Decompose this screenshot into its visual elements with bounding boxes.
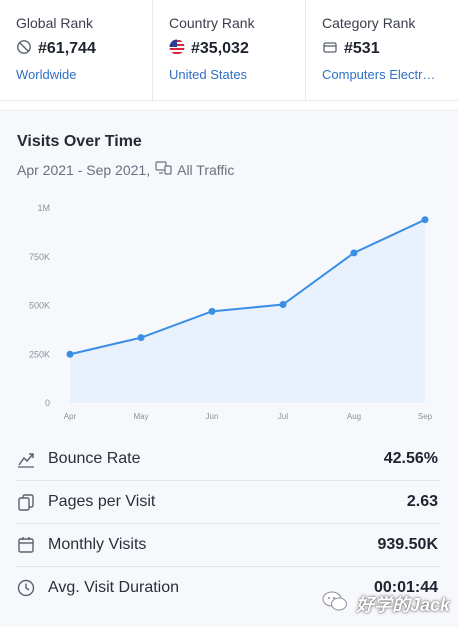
data-point[interactable] [279,301,287,309]
x-tick-label: Aug [347,412,361,421]
metric-pages-per-visit: Pages per Visit 2.63 [16,480,441,524]
country-rank-value-row: #35,032 [169,39,305,59]
x-tick-label: Jul [278,412,288,421]
metric-label: Pages per Visit [48,492,156,510]
y-tick-label: 1M [37,203,50,213]
country-rank-link[interactable]: United States [169,67,248,82]
metric-value: 2.63 [406,492,438,510]
visits-chart: 1M 750K 500K 250K 0 Apr May Jun Jul Aug Sep [29,203,433,421]
pages-icon [16,492,36,512]
watermark-text: 好学的Jack [355,594,450,615]
visits-panel: Visits Over Time Apr 2021 - Sep 2021, Al… [0,110,458,627]
clock-icon [16,578,36,598]
country-rank-card: Country Rank #35,032 United States [153,0,306,100]
rank-summary: Global Rank #61,744 Worldwide Country Ra… [0,0,458,101]
visits-points [66,216,429,358]
category-rank-card: Category Rank #531 Computers Electr… [306,0,458,100]
global-rank-value-row: #61,744 [16,39,152,59]
x-tick-label: Apr [64,412,77,421]
category-rank-link[interactable]: Computers Electr… [322,67,436,82]
us-flag-icon [169,39,185,60]
metric-value: 42.56% [383,449,438,467]
global-rank-link[interactable]: Worldwide [16,67,77,82]
category-icon [322,39,338,60]
global-rank-title: Global Rank [16,15,94,31]
x-tick-label: Sep [418,412,433,421]
metric-label: Monthly Visits [48,535,147,553]
chart-title: Visits Over Time [17,133,142,150]
y-tick-label: 250K [29,349,50,359]
date-range: Apr 2021 - Sep 2021, [17,161,151,178]
data-point[interactable] [350,249,358,257]
bounce-icon [16,449,36,469]
country-rank-title: Country Rank [169,15,255,31]
global-rank-number: #61,744 [38,40,96,57]
devices-icon [155,161,172,178]
data-point[interactable] [66,350,74,358]
y-axis-ticks: 1M 750K 500K 250K 0 [29,203,50,408]
metric-label: Bounce Rate [48,449,141,467]
category-rank-title: Category Rank [322,15,416,31]
data-point[interactable] [208,307,216,315]
country-rank-number: #35,032 [191,40,249,57]
x-axis-ticks: Apr May Jun Jul Aug Sep [64,412,433,421]
watermark: 好学的Jack [322,590,450,617]
data-point[interactable] [137,334,145,342]
x-tick-label: May [133,412,148,421]
global-rank-card: Global Rank #61,744 Worldwide [0,0,153,100]
visits-area [70,219,425,403]
metric-monthly-visits: Monthly Visits 939.50K [16,523,441,567]
traffic-filter[interactable]: All Traffic [177,161,235,178]
metric-avg-visit-duration: Avg. Visit Duration 00:01:44 [16,566,441,609]
chart-subtitle: Apr 2021 - Sep 2021, All Traffic [17,161,234,178]
y-tick-label: 750K [29,252,50,262]
metric-value: 00:01:44 [373,578,438,596]
metric-bounce-rate: Bounce Rate 42.56% [16,437,441,481]
category-rank-value-row: #531 [322,39,458,59]
y-tick-label: 0 [45,398,50,408]
data-point[interactable] [421,216,429,224]
metric-label: Avg. Visit Duration [48,578,180,596]
y-tick-label: 500K [29,301,50,311]
visits-line [69,218,426,356]
calendar-icon [16,535,36,555]
category-rank-number: #531 [344,40,380,57]
x-tick-label: Jun [206,412,219,421]
globe-icon [16,39,32,60]
metric-value: 939.50K [377,535,439,553]
wechat-icon [322,590,348,617]
